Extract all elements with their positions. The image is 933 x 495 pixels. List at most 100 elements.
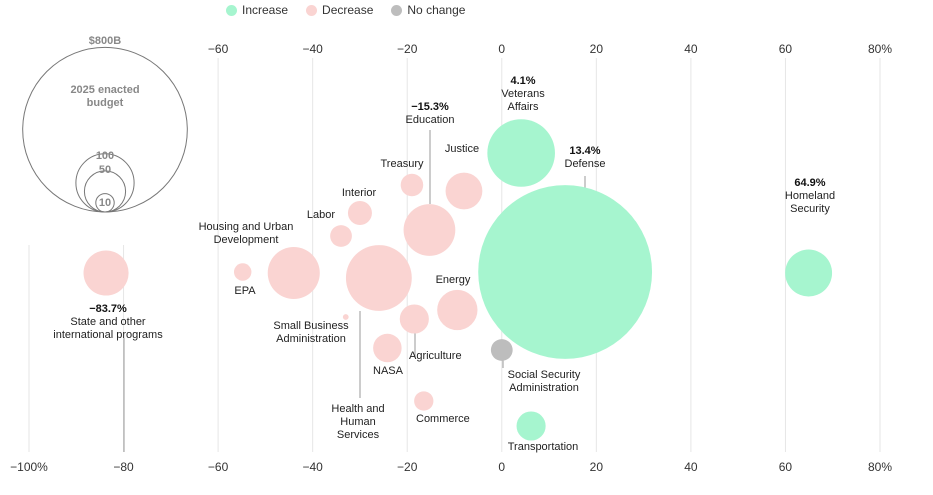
no-change-swatch-icon	[391, 4, 403, 16]
label-commerce: Commerce	[416, 413, 470, 425]
bubble-labor	[330, 225, 352, 247]
label-nasa: NASA	[373, 365, 404, 377]
top-tick-label: 20	[590, 42, 604, 56]
bottom-tick-label: 80%	[868, 460, 892, 474]
x-axis-top: −60 −40 −20 0 20 40 60 80%	[208, 42, 892, 56]
x-axis-bottom: −100% −80 −60 −40 −20 0 20 40 60 80%	[10, 460, 892, 474]
increase-swatch-icon	[226, 4, 237, 16]
label-line: Labor	[307, 209, 335, 221]
bubble-homeland-security	[785, 249, 833, 297]
legend-label-increase: Increase	[242, 3, 289, 17]
label-health-and-human-services: Health and Human Services	[331, 403, 384, 441]
label-line: Affairs	[508, 101, 539, 113]
bubble-treasury	[400, 173, 424, 197]
bottom-tick-label: 40	[684, 460, 698, 474]
bottom-tick-label: −40	[302, 460, 323, 474]
top-tick-label: −40	[302, 42, 323, 56]
top-tick-label: 60	[779, 42, 793, 56]
label-energy: Energy	[436, 274, 471, 286]
label-agriculture: Agriculture	[409, 350, 462, 362]
size-ref-title: 2025 enacted budget	[70, 84, 139, 109]
bottom-tick-label: 0	[498, 460, 505, 474]
label-line: Transportation	[508, 441, 579, 453]
size-ref-title-line: budget	[87, 97, 124, 109]
bottom-tick-label: 20	[590, 460, 604, 474]
label-line: Defense	[565, 158, 606, 170]
bubble-nasa	[373, 333, 402, 363]
bubble-interior	[347, 201, 372, 225]
legend-label-no-change: No change	[407, 3, 466, 17]
bubble-defense	[478, 185, 653, 359]
label-line: NASA	[373, 365, 404, 377]
top-tick-label: −60	[208, 42, 229, 56]
bubble-labels: 13.4% Defense 4.1% Veterans Affairs 64.9% Home…	[53, 75, 835, 453]
bottom-tick-label: −100%	[10, 460, 48, 474]
bubble-veterans-affairs	[487, 119, 555, 187]
bottom-tick-label: −20	[397, 460, 418, 474]
top-tick-label: 80%	[868, 42, 892, 56]
label-line: EPA	[234, 285, 256, 297]
label-transportation: Transportation	[508, 441, 579, 453]
bubble-energy	[437, 289, 478, 331]
bubble-education	[403, 204, 456, 256]
label-line: Small Business	[273, 320, 349, 332]
label-line: Administration	[276, 333, 346, 345]
pct-label-homeland-security: 64.9%	[794, 177, 825, 189]
bubble-justice	[445, 172, 483, 210]
label-veterans-affairs: 4.1% Veterans Affairs	[501, 75, 545, 113]
bottom-tick-label: −80	[113, 460, 134, 474]
label-line: Energy	[436, 274, 471, 286]
size-ref-label-800b: $800B	[89, 35, 121, 47]
size-reference: $800B 100 50 10 2025 enacted budget	[22, 35, 188, 213]
label-line: Treasury	[381, 158, 424, 170]
bubble-epa	[233, 263, 252, 281]
legend: Increase Decrease No change	[226, 3, 465, 17]
label-line: State and other	[70, 316, 146, 328]
leader-lines	[123, 130, 586, 452]
label-line: Homeland	[785, 190, 835, 202]
pct-label-defense: 13.4%	[569, 145, 600, 157]
label-line: Health and	[331, 403, 384, 415]
label-small-business-administration: Small Business Administration	[273, 320, 349, 345]
label-line: Education	[406, 114, 455, 126]
size-ref-label-100: 100	[96, 150, 114, 162]
label-line: Interior	[342, 187, 377, 199]
top-tick-label: −20	[397, 42, 418, 56]
bubble-small-business-administration	[342, 314, 349, 320]
label-labor: Labor	[307, 209, 335, 221]
pct-label-state-and-other-international-programs: −83.7%	[89, 303, 127, 315]
bubble-state-and-other-international-programs	[83, 250, 129, 296]
bubble-housing-and-urban-development	[267, 246, 320, 300]
bubble-social-security-administration	[490, 339, 513, 361]
label-state-and-other-international-programs: −83.7% State and other international progr…	[53, 303, 163, 341]
bubble-agriculture	[399, 304, 429, 334]
decrease-swatch-icon	[306, 4, 318, 16]
label-line: Housing and Urban	[199, 221, 294, 233]
legend-item-increase: Increase	[226, 3, 288, 17]
label-line: international programs	[53, 329, 163, 341]
bubbles	[83, 119, 833, 441]
label-treasury: Treasury	[381, 158, 424, 170]
label-education: −15.3% Education	[406, 101, 455, 126]
grid-lines	[28, 58, 881, 452]
bubble-transportation	[516, 411, 546, 441]
legend-item-decrease: Decrease	[306, 3, 373, 17]
label-housing-and-urban-development: Housing and Urban Development	[199, 221, 294, 246]
bottom-tick-label: 60	[779, 460, 793, 474]
label-line: Agriculture	[409, 350, 462, 362]
label-epa: EPA	[234, 285, 256, 297]
legend-label-decrease: Decrease	[322, 3, 374, 17]
label-line: Justice	[445, 143, 479, 155]
label-social-security-administration: Social Security Administration	[508, 369, 581, 394]
label-line: Services	[337, 429, 380, 441]
label-line: Human	[340, 416, 375, 428]
label-line: Veterans	[501, 88, 545, 100]
size-ref-label-50: 50	[99, 164, 111, 176]
label-interior: Interior	[342, 187, 377, 199]
size-ref-circle-10	[95, 193, 115, 213]
label-justice: Justice	[445, 143, 479, 155]
size-ref-circle-800	[22, 46, 188, 213]
label-line: Social Security	[508, 369, 581, 381]
pct-label-veterans-affairs: 4.1%	[510, 75, 535, 87]
